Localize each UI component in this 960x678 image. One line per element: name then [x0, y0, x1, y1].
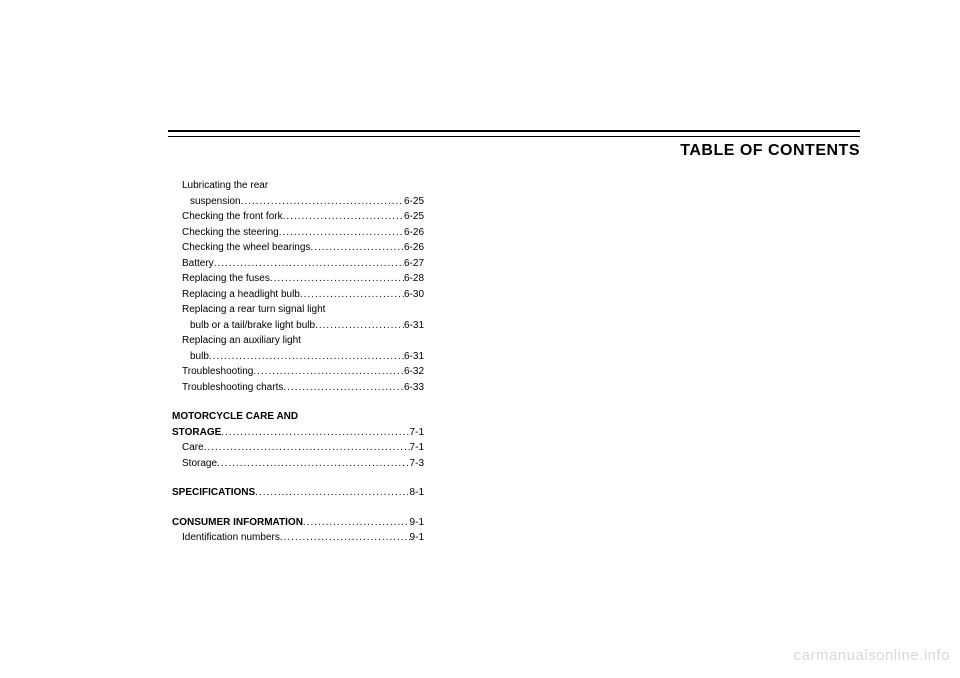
toc-entry: Checking the steering 6-26 — [172, 225, 424, 241]
toc-label: Troubleshooting — [182, 364, 253, 380]
toc-group-9: CONSUMER INFORMATION9-1Identification nu… — [172, 515, 424, 546]
toc-label: Storage — [182, 456, 217, 472]
toc-page-number: 7-1 — [410, 425, 424, 441]
toc-leader-dots — [279, 225, 404, 241]
group-gap — [172, 501, 424, 515]
toc-leader-dots — [280, 530, 410, 546]
toc-leader-dots — [283, 380, 404, 396]
toc-leader-dots — [315, 318, 404, 334]
toc-page-number: 6-31 — [404, 349, 424, 365]
toc-page-number: 9-1 — [410, 530, 424, 546]
document-page: TABLE OF CONTENTS Lubricating the rearsu… — [0, 0, 960, 678]
toc-leader-dots — [217, 456, 410, 472]
toc-leader-dots — [209, 349, 404, 365]
toc-group-6: Lubricating the rearsuspension 6-25Check… — [172, 178, 424, 395]
toc-label: bulb or a tail/brake light bulb — [190, 318, 315, 334]
toc-label: Care — [182, 440, 204, 456]
toc-leader-dots — [241, 194, 404, 210]
toc-entry: Identification numbers 9-1 — [172, 530, 424, 546]
toc-label: suspension — [190, 194, 241, 210]
toc-page-number: 6-27 — [404, 256, 424, 272]
group-gap — [172, 395, 424, 409]
toc-entry: Care 7-1 — [172, 440, 424, 456]
toc-group-8: SPECIFICATIONS 8-1 — [172, 485, 424, 501]
toc-label: MOTORCYCLE CARE AND — [172, 409, 298, 425]
toc-entry: Troubleshooting charts 6-33 — [172, 380, 424, 396]
toc-leader-dots — [253, 364, 404, 380]
header-rule — [168, 130, 860, 137]
watermark: carmanualsonline.info — [794, 647, 950, 664]
toc-entry: suspension 6-25 — [172, 194, 424, 210]
toc-entry: Checking the wheel bearings 6-26 — [172, 240, 424, 256]
toc-page-number: 7-3 — [410, 456, 424, 472]
toc-entry: Troubleshooting 6-32 — [172, 364, 424, 380]
toc-page-number: 9-1 — [410, 515, 424, 531]
toc-leader-dots — [303, 515, 410, 531]
toc-label: Replacing a headlight bulb — [182, 287, 300, 303]
toc-page-number: 6-26 — [404, 225, 424, 241]
toc-label: Troubleshooting charts — [182, 380, 283, 396]
toc-page-number: 6-30 — [404, 287, 424, 303]
toc-leader-dots — [221, 425, 409, 441]
toc-page-number: 7-1 — [410, 440, 424, 456]
toc-leader-dots — [204, 440, 410, 456]
toc-leader-dots — [270, 271, 404, 287]
toc-entry: STORAGE 7-1 — [172, 425, 424, 441]
toc-label: SPECIFICATIONS — [172, 485, 255, 501]
toc-entry: Lubricating the rear — [172, 178, 424, 194]
toc-page-number: 6-25 — [404, 209, 424, 225]
toc-label: Checking the steering — [182, 225, 279, 241]
toc-label: bulb — [190, 349, 209, 365]
toc-entry: bulb 6-31 — [172, 349, 424, 365]
toc-label: STORAGE — [172, 425, 221, 441]
toc-page-number: 6-33 — [404, 380, 424, 396]
toc-entry: Replacing the fuses 6-28 — [172, 271, 424, 287]
toc-page-number: 6-26 — [404, 240, 424, 256]
toc-entry: CONSUMER INFORMATION 9-1 — [172, 515, 424, 531]
group-gap — [172, 471, 424, 485]
toc-label: Replacing a rear turn signal light — [182, 302, 325, 318]
toc-label: Lubricating the rear — [182, 178, 268, 194]
toc-page-number: 6-31 — [404, 318, 424, 334]
toc-page-number: 6-32 — [404, 364, 424, 380]
toc-entry: SPECIFICATIONS 8-1 — [172, 485, 424, 501]
toc-column: Lubricating the rearsuspension 6-25Check… — [172, 178, 424, 546]
toc-entry: Replacing a headlight bulb 6-30 — [172, 287, 424, 303]
toc-label: Battery — [182, 256, 214, 272]
toc-page-number: 6-25 — [404, 194, 424, 210]
toc-leader-dots — [283, 209, 404, 225]
toc-label: Replacing the fuses — [182, 271, 270, 287]
toc-leader-dots — [214, 256, 404, 272]
toc-label: CONSUMER INFORMATION — [172, 515, 303, 531]
toc-leader-dots — [255, 485, 409, 501]
toc-entry: MOTORCYCLE CARE AND — [172, 409, 424, 425]
toc-leader-dots — [300, 287, 404, 303]
toc-entry: Replacing an auxiliary light — [172, 333, 424, 349]
toc-page-number: 8-1 — [410, 485, 424, 501]
toc-page-number: 6-28 — [404, 271, 424, 287]
toc-label: Identification numbers — [182, 530, 280, 546]
toc-entry: Replacing a rear turn signal light — [172, 302, 424, 318]
toc-entry: Storage 7-3 — [172, 456, 424, 472]
toc-entry: bulb or a tail/brake light bulb 6-31 — [172, 318, 424, 334]
toc-leader-dots — [310, 240, 404, 256]
toc-entry: Checking the front fork 6-25 — [172, 209, 424, 225]
page-title: TABLE OF CONTENTS — [680, 142, 860, 160]
toc-entry: Battery 6-27 — [172, 256, 424, 272]
toc-group-7: MOTORCYCLE CARE ANDSTORAGE7-1Care 7-1Sto… — [172, 409, 424, 471]
toc-label: Checking the front fork — [182, 209, 283, 225]
toc-label: Replacing an auxiliary light — [182, 333, 301, 349]
toc-label: Checking the wheel bearings — [182, 240, 310, 256]
